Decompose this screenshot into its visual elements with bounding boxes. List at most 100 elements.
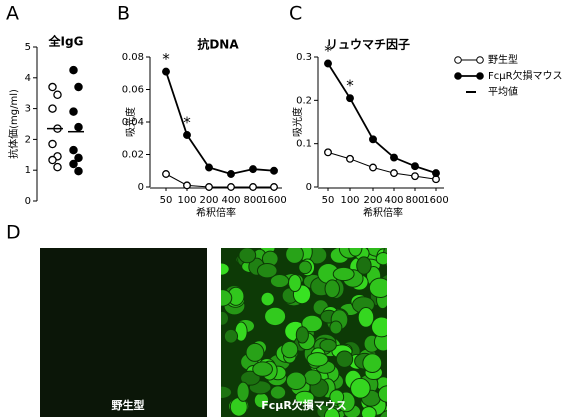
cell: [260, 291, 275, 307]
cell: [329, 320, 343, 335]
data-point: [390, 169, 398, 178]
y-tick-label: 3: [25, 104, 31, 115]
cell: [221, 385, 233, 399]
data-point: [411, 172, 419, 181]
cell: [221, 262, 230, 276]
legend-marker: [476, 56, 484, 64]
data-point: [53, 90, 62, 99]
cell: [252, 361, 273, 377]
x-tick-label: 100: [340, 195, 359, 206]
series-line: [165, 71, 275, 175]
cell: [368, 277, 387, 298]
y-tick-label: 4: [25, 73, 31, 84]
y-tick-label: 0.08: [122, 52, 144, 63]
data-point: [74, 153, 83, 163]
x-axis-label: 希釈倍率: [196, 206, 236, 219]
cell: [221, 310, 230, 326]
chart-title: 全IgG: [48, 34, 84, 49]
cell: [236, 381, 250, 402]
data-point: [205, 183, 213, 191]
annotation: *: [324, 42, 332, 60]
x-tick-label: 50: [160, 195, 173, 206]
x-tick-label: 1600: [261, 195, 286, 206]
x-tick-label: 100: [177, 195, 196, 206]
cell: [348, 248, 363, 257]
cell: [269, 385, 287, 400]
cell: [335, 350, 354, 368]
data-point: [270, 166, 278, 175]
y-axis-label: 吸光度: [124, 107, 137, 137]
data-point: [48, 139, 57, 149]
legend-marker: [454, 72, 462, 80]
cell: [377, 385, 387, 403]
y-tick-label: 0.2: [296, 95, 312, 106]
series-line: [165, 173, 274, 188]
panel-letter: B: [117, 3, 130, 25]
x-tick-label: 200: [363, 195, 382, 206]
cell: [264, 306, 287, 327]
y-axis-label: 吸光度: [291, 107, 304, 137]
cell: [319, 338, 337, 352]
data-point: [270, 183, 278, 191]
data-point: [74, 82, 83, 92]
cell: [379, 410, 387, 417]
micrograph-wild: [40, 248, 207, 417]
x-tick-label: 400: [384, 195, 403, 206]
x-tick-label: 400: [221, 195, 240, 206]
legend-marker: [476, 72, 484, 80]
cell: [301, 314, 323, 333]
cell: [223, 328, 239, 344]
cell: [295, 326, 309, 344]
data-point: [74, 166, 83, 176]
panel-letter: A: [6, 3, 19, 25]
x-tick-label: 1600: [423, 195, 448, 206]
y-tick-label: 0: [138, 182, 144, 193]
cell: [288, 273, 302, 293]
cell: [285, 371, 307, 391]
cell: [245, 342, 265, 362]
legend-marker: [454, 56, 462, 64]
image-label: FcμR欠損マウス: [261, 398, 347, 412]
cell: [324, 279, 340, 299]
data-point: [227, 183, 235, 191]
data-point: [346, 94, 354, 103]
chart-title: リュウマチ因子: [326, 37, 410, 52]
data-point: [48, 82, 57, 92]
cell: [332, 266, 355, 282]
x-axis-label: 希釈倍率: [363, 206, 403, 219]
data-point: [369, 135, 377, 144]
x-tick-label: 800: [243, 195, 262, 206]
legend-label: FcμR欠損マウス: [488, 69, 563, 82]
data-point: [183, 181, 191, 190]
y-axis-label: 抗体価(mg/ml): [7, 89, 20, 159]
data-point: [324, 148, 332, 157]
cell: [298, 260, 312, 275]
cell: [303, 369, 322, 386]
data-point: [74, 122, 83, 132]
x-tick-label: 50: [322, 195, 335, 206]
data-point: [48, 104, 57, 113]
cell: [350, 377, 371, 399]
data-point: [249, 183, 257, 191]
series-line: [327, 151, 437, 180]
y-tick-label: 0.02: [122, 150, 144, 161]
cell: [281, 340, 299, 359]
cell: [294, 390, 315, 405]
cell: [360, 406, 377, 417]
cell: [375, 252, 387, 266]
annotation: *: [162, 50, 170, 68]
legend-label: 野生型: [488, 53, 518, 66]
cell: [356, 256, 372, 275]
y-tick-label: 0.04: [122, 117, 144, 128]
cell: [221, 289, 233, 307]
cell: [362, 353, 383, 373]
y-tick-label: 0.1: [296, 139, 312, 150]
data-point: [369, 163, 377, 172]
legend-label: 平均値: [488, 85, 518, 98]
data-point: [411, 162, 419, 171]
cell: [240, 370, 261, 386]
data-point: [69, 159, 78, 169]
data-point: [324, 59, 332, 68]
data-point: [227, 170, 235, 178]
